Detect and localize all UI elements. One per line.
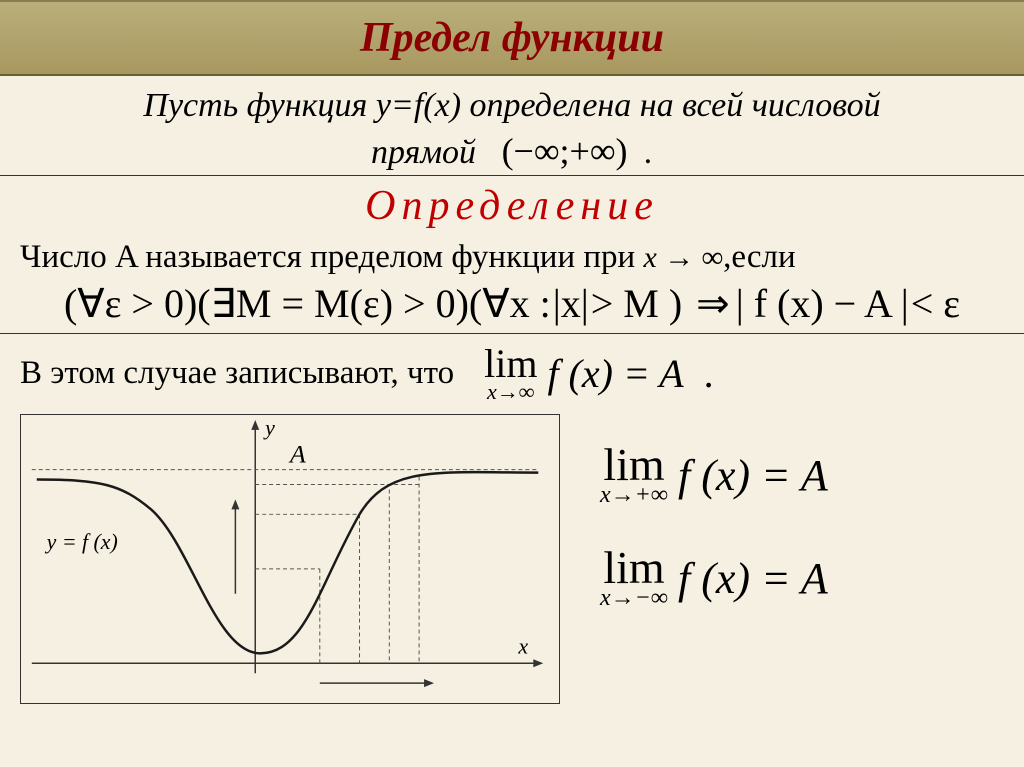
interval-notation: (−∞;+∞) <box>502 131 628 171</box>
side-formulas: lim x→+∞ f (x) = A lim x→−∞ f (x) = A <box>560 414 1004 650</box>
bottom-row: y x A y = f (x) <box>0 414 1024 704</box>
intro-line-2: прямой (−∞;+∞) . <box>20 128 1004 175</box>
limit-plus-infinity: lim x→+∞ f (x) = A <box>600 444 1004 507</box>
notation-text: В этом случае записывают, что <box>20 355 454 392</box>
limit-main: lim x→∞ f (x) = A . <box>484 346 714 402</box>
definition-block: Число A называется пределом функции при … <box>0 234 1024 334</box>
slide: Предел функции Пусть функция y=f(x) опре… <box>0 0 1024 767</box>
graph-box: y x A y = f (x) <box>20 414 560 704</box>
condition-x-to-inf: x → ∞ <box>643 241 723 274</box>
intro-line-1: Пусть функция y=f(x) определена на всей … <box>20 84 1004 128</box>
definition-heading: Определение <box>0 182 1024 230</box>
y-axis-label: y <box>263 416 275 440</box>
function-label: y = f (x) <box>45 530 118 554</box>
epsilon-M-formula: (∀ε > 0)(∃M = M(ε) > 0)(∀x :|x|> M ) ⇒| … <box>20 280 1004 327</box>
A-label: A <box>288 439 306 468</box>
x-axis-label: x <box>517 634 528 658</box>
intro-block: Пусть функция y=f(x) определена на всей … <box>0 76 1024 176</box>
title-bar: Предел функции <box>0 0 1024 76</box>
function-graph: y x A y = f (x) <box>21 415 559 703</box>
definition-text: Число A называется пределом функции при … <box>20 238 1004 278</box>
limit-minus-infinity: lim x→−∞ f (x) = A <box>600 547 1004 610</box>
notation-row: В этом случае записывают, что lim x→∞ f … <box>0 334 1024 414</box>
slide-title: Предел функции <box>0 14 1024 62</box>
